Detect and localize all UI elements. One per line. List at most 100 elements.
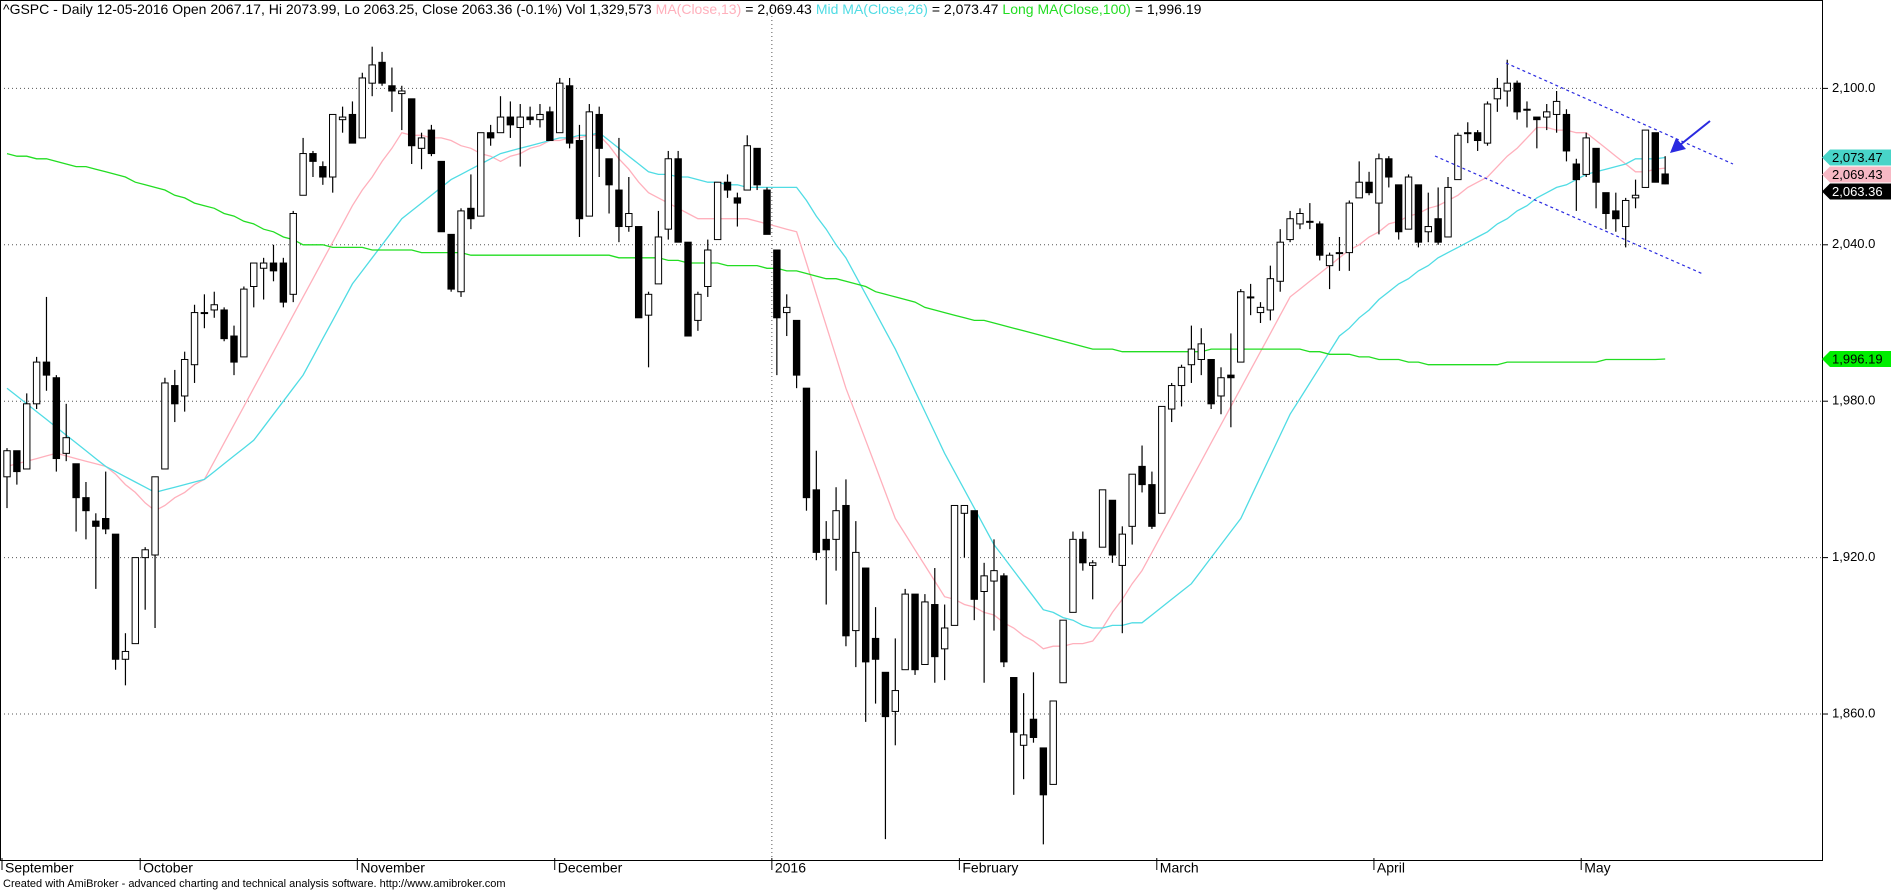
candle-body xyxy=(832,510,840,540)
chart-title: ^GSPC - Daily 12-05-2016 Open 2067.17, H… xyxy=(3,1,652,17)
candle-body xyxy=(881,671,890,718)
axes: 1,860.0 1,920.0 1,980.0 2,040.0 2,100.0 Septe… xyxy=(1,80,1875,876)
candle-body xyxy=(338,116,347,121)
ma-line xyxy=(6,126,1666,650)
candle-body xyxy=(378,61,386,84)
candle-body xyxy=(1049,700,1057,785)
candle-body xyxy=(417,137,426,149)
candle-body xyxy=(427,129,436,155)
candle-body xyxy=(190,312,199,366)
candle-body xyxy=(1167,385,1176,410)
x-tick-label: March xyxy=(1160,860,1199,876)
candle-body xyxy=(960,504,969,514)
candle-body xyxy=(546,111,554,142)
candle-body xyxy=(713,181,722,241)
candle-body xyxy=(1069,538,1077,613)
candle-body xyxy=(1335,252,1344,255)
last-value-tags: 2,069.43 2,073.47 1,996.19 2,063.36 xyxy=(1822,149,1891,367)
candle-body xyxy=(980,575,988,592)
candle-body xyxy=(1651,132,1659,183)
candle-body xyxy=(970,510,978,600)
candle-body xyxy=(259,262,268,269)
arrow-head xyxy=(1670,138,1686,153)
candle-body xyxy=(1385,158,1393,178)
candle-body xyxy=(279,262,288,303)
candle-body xyxy=(842,504,850,637)
candle-body xyxy=(585,111,594,217)
candle-body xyxy=(802,387,811,499)
candle-body xyxy=(437,160,445,233)
candle-body xyxy=(1483,103,1492,144)
candle-body xyxy=(723,181,732,191)
candle-body xyxy=(1473,132,1482,142)
candle-body xyxy=(121,650,130,660)
candle-body xyxy=(230,335,238,363)
candle-body xyxy=(1118,533,1127,566)
candle-body xyxy=(23,403,31,470)
candle-body xyxy=(171,385,179,405)
y-tick-label: 2,100.0 xyxy=(1832,80,1875,95)
candle-body xyxy=(486,132,495,139)
candle-body xyxy=(62,437,70,454)
candle-body xyxy=(102,518,110,530)
candle-body xyxy=(852,551,860,632)
candle-body xyxy=(1572,163,1581,181)
candle-body xyxy=(1355,181,1363,199)
candle-body xyxy=(82,497,90,512)
y-tick-label: 1,860.0 xyxy=(1832,705,1875,720)
candle-body xyxy=(467,207,475,220)
legend-name: Long MA(Close,100) xyxy=(1002,1,1130,17)
plot-frame xyxy=(0,0,1823,861)
candle-body xyxy=(240,288,248,358)
legend-value: = 2,073.47 xyxy=(932,1,999,17)
candle-body xyxy=(1128,473,1136,527)
x-tick-label: December xyxy=(558,860,623,876)
candle-body xyxy=(1365,181,1373,194)
candle-body xyxy=(180,358,189,397)
value-tag-label: 2,069.43 xyxy=(1832,167,1883,182)
candle-body xyxy=(684,241,692,337)
grid xyxy=(0,0,1822,860)
candle-body xyxy=(1197,343,1205,360)
candle-body xyxy=(496,116,505,134)
candle-body xyxy=(516,116,524,128)
candle-body xyxy=(1375,158,1383,204)
candle-body xyxy=(358,77,367,139)
candle-body xyxy=(1661,173,1669,185)
candle-body xyxy=(634,226,643,319)
candle-body xyxy=(891,690,899,712)
candle-body xyxy=(1552,100,1561,115)
candle-body xyxy=(1010,677,1018,733)
candle-body xyxy=(1316,223,1324,256)
candle-body xyxy=(1158,405,1166,514)
candle-body xyxy=(1543,111,1551,118)
candle-body xyxy=(1187,348,1196,366)
candle-body xyxy=(111,533,120,660)
candle-body xyxy=(1325,254,1334,267)
candle-body xyxy=(1523,108,1531,111)
candle-body xyxy=(1237,291,1245,363)
candle-body xyxy=(575,140,584,220)
candle-body xyxy=(52,377,61,460)
candle-body xyxy=(1404,176,1413,230)
candle-body xyxy=(1582,137,1590,175)
value-tag-label: 1,996.19 xyxy=(1832,351,1883,366)
candle-body xyxy=(921,601,929,665)
candle-body xyxy=(1098,489,1107,548)
candle-body xyxy=(1414,184,1423,243)
candle-body xyxy=(1246,296,1255,299)
candle-body xyxy=(1256,306,1265,314)
candle-body xyxy=(753,147,761,186)
candle-body xyxy=(1177,366,1186,387)
candle-body xyxy=(1306,220,1314,223)
x-tick-label: May xyxy=(1584,860,1610,876)
candle-body xyxy=(1286,218,1294,241)
candle-body xyxy=(1464,132,1472,135)
candle-body xyxy=(694,293,702,321)
candle-body xyxy=(161,382,169,470)
candle-body xyxy=(595,113,603,149)
candle-body xyxy=(388,85,396,92)
x-tick-label: November xyxy=(360,860,425,876)
